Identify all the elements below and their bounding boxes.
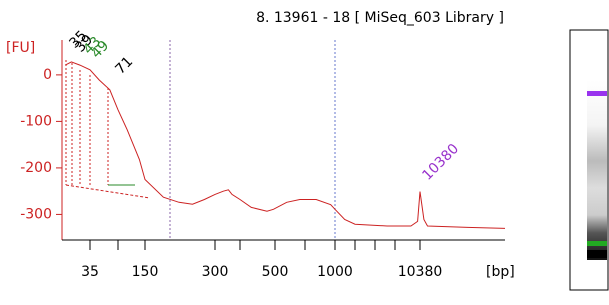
baseline — [66, 185, 150, 198]
y-tick-label: 0 — [43, 67, 52, 83]
y-tick-label: -200 — [20, 160, 52, 176]
x-tick-label: 10380 — [398, 264, 443, 280]
trace — [65, 62, 505, 229]
gel-lane — [570, 30, 608, 290]
x-tick-label: 35 — [81, 264, 99, 280]
chart: 8. 13961 - 18 [ MiSeq_603 Library ] [FU]… — [0, 0, 609, 305]
x-tick-label: 300 — [202, 264, 229, 280]
y-tick-label: -300 — [20, 206, 52, 222]
y-axis-label: [FU] — [6, 40, 35, 56]
x-tick-label: 1000 — [317, 264, 353, 280]
peak-label: 71 — [112, 54, 136, 78]
chart-title: 8. 13961 - 18 [ MiSeq_603 Library ] — [256, 10, 504, 26]
peak-label: 10380 — [419, 141, 462, 184]
x-axis-label: [bp] — [486, 264, 515, 280]
y-tick-label: -100 — [20, 113, 52, 129]
x-tick-label: 150 — [132, 264, 159, 280]
x-tick-label: 500 — [262, 264, 289, 280]
